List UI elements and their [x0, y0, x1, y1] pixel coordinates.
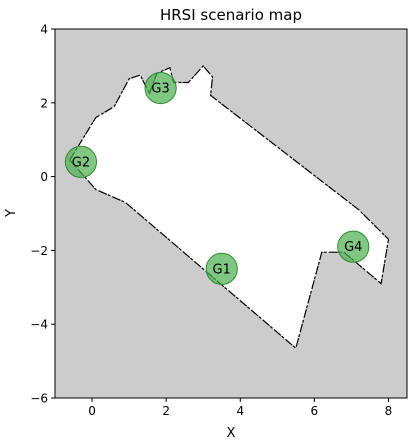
goals-layer: G1 G2 G3 G4 — [64, 71, 370, 285]
map-walls — [69, 64, 390, 350]
goal-circle — [144, 71, 177, 105]
x-tick-label: 0 — [88, 404, 96, 418]
map-free-space — [69, 65, 389, 349]
y-tick-label: 0 — [40, 170, 48, 184]
y-tick-label: 2 — [40, 96, 48, 110]
plot-area: G1 G2 G3 G4 — [54, 28, 408, 399]
goal-label: G3 — [151, 82, 169, 97]
goal-label: G1 — [213, 262, 231, 277]
y-tick-label: −2 — [30, 244, 48, 258]
goal-label: G4 — [344, 240, 362, 255]
x-axis-ticks: 0 2 4 6 8 — [88, 398, 392, 418]
goal-circle — [205, 252, 238, 285]
goal-marker-g1: G1 — [205, 252, 238, 285]
goal-marker-g4: G4 — [337, 230, 370, 263]
x-tick-label: 2 — [162, 404, 170, 418]
goal-label: G2 — [72, 155, 90, 170]
y-tick-label: 4 — [40, 23, 48, 37]
x-tick-label: 4 — [236, 404, 244, 418]
plot-frame — [54, 28, 408, 399]
x-tick-label: 8 — [385, 404, 393, 418]
goal-marker-g3: G3 — [144, 71, 177, 105]
y-axis-ticks: −6 −4 −2 0 2 4 — [30, 23, 55, 406]
goal-circle — [64, 145, 98, 178]
x-axis-label: X — [227, 426, 236, 441]
y-tick-label: −6 — [30, 392, 48, 406]
y-tick-label: −4 — [30, 318, 48, 332]
x-tick-label: 6 — [311, 404, 319, 418]
y-axis-label: Y — [4, 209, 19, 218]
goal-circle — [337, 230, 370, 263]
goal-marker-g2: G2 — [64, 145, 98, 178]
chart-title: HRSI scenario map — [160, 6, 302, 24]
